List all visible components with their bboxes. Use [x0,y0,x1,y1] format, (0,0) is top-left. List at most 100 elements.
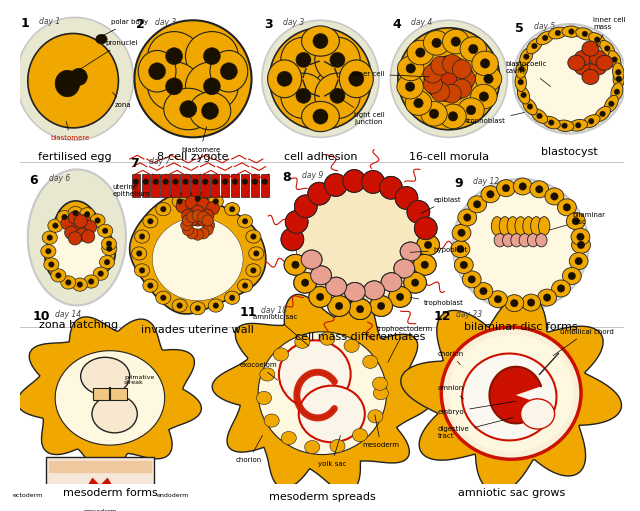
Ellipse shape [190,192,205,205]
Text: primative
streak: primative streak [124,375,154,385]
Text: invades uterine wall: invades uterine wall [141,325,254,335]
Ellipse shape [412,279,419,287]
Ellipse shape [370,296,392,316]
Ellipse shape [522,34,621,128]
Ellipse shape [462,354,556,440]
Polygon shape [45,201,115,282]
Ellipse shape [204,78,220,95]
Ellipse shape [527,299,535,307]
Ellipse shape [413,254,436,275]
Ellipse shape [106,246,112,251]
Ellipse shape [61,276,76,289]
Ellipse shape [458,209,477,226]
Ellipse shape [608,51,621,68]
Ellipse shape [451,241,470,258]
Ellipse shape [513,178,532,195]
Ellipse shape [148,218,153,224]
Text: 10: 10 [33,310,50,323]
Ellipse shape [77,282,83,287]
Ellipse shape [449,335,573,452]
Ellipse shape [264,414,279,427]
Ellipse shape [589,33,605,47]
Ellipse shape [301,279,309,287]
Ellipse shape [57,211,72,224]
Ellipse shape [343,170,365,192]
Ellipse shape [521,92,526,98]
Ellipse shape [562,123,568,129]
Ellipse shape [204,220,214,231]
Ellipse shape [527,38,542,54]
Ellipse shape [143,215,158,228]
Ellipse shape [368,410,383,423]
Ellipse shape [186,213,198,226]
Ellipse shape [440,104,466,129]
Text: 1: 1 [20,17,29,31]
Ellipse shape [173,179,179,184]
Ellipse shape [186,32,238,81]
Ellipse shape [330,439,345,453]
Text: 3: 3 [264,18,273,31]
Ellipse shape [467,105,476,115]
FancyBboxPatch shape [251,174,259,197]
Ellipse shape [458,229,465,237]
Ellipse shape [309,287,332,307]
Text: day 9: day 9 [301,171,323,180]
Ellipse shape [349,71,364,86]
Ellipse shape [301,102,339,132]
Ellipse shape [395,187,418,210]
Ellipse shape [28,170,126,306]
Ellipse shape [451,37,460,47]
Ellipse shape [65,280,71,285]
Ellipse shape [530,181,548,198]
Ellipse shape [458,98,484,123]
Ellipse shape [609,101,614,107]
Text: day 3: day 3 [156,18,177,28]
Text: bilaminar disc forms: bilaminar disc forms [464,322,577,332]
Ellipse shape [474,283,493,299]
FancyBboxPatch shape [260,174,269,197]
Ellipse shape [515,217,526,236]
Ellipse shape [600,40,615,57]
Ellipse shape [176,200,189,213]
Ellipse shape [148,62,200,111]
Text: amniotic sac: amniotic sac [253,314,309,346]
Text: epiblast: epiblast [421,197,461,214]
Ellipse shape [281,228,304,251]
FancyBboxPatch shape [241,174,249,197]
Ellipse shape [431,82,450,101]
Ellipse shape [616,76,621,82]
Ellipse shape [164,88,213,130]
Ellipse shape [324,174,347,196]
Polygon shape [130,193,266,314]
Ellipse shape [548,120,554,125]
FancyBboxPatch shape [161,174,170,197]
Ellipse shape [452,179,589,311]
Ellipse shape [364,281,385,300]
Ellipse shape [186,196,198,209]
Ellipse shape [519,234,531,247]
Text: blastocyst: blastocyst [541,147,598,157]
Ellipse shape [523,98,537,115]
Text: inner cell
mass: inner cell mass [593,17,626,46]
Ellipse shape [363,355,378,368]
Ellipse shape [294,272,316,293]
Ellipse shape [281,228,304,251]
Ellipse shape [90,214,105,227]
Ellipse shape [519,183,527,190]
Ellipse shape [442,29,469,54]
Ellipse shape [262,179,268,184]
Ellipse shape [424,31,450,55]
Text: embryo: embryo [438,401,516,415]
FancyBboxPatch shape [181,174,189,197]
Ellipse shape [420,102,447,126]
FancyBboxPatch shape [93,388,127,400]
Ellipse shape [442,327,581,459]
FancyBboxPatch shape [172,174,180,197]
Ellipse shape [49,220,109,285]
Ellipse shape [568,272,575,280]
Ellipse shape [225,291,239,305]
Ellipse shape [335,302,343,310]
Ellipse shape [396,293,404,300]
Text: yolk sac: yolk sac [317,435,346,467]
Ellipse shape [68,232,81,245]
